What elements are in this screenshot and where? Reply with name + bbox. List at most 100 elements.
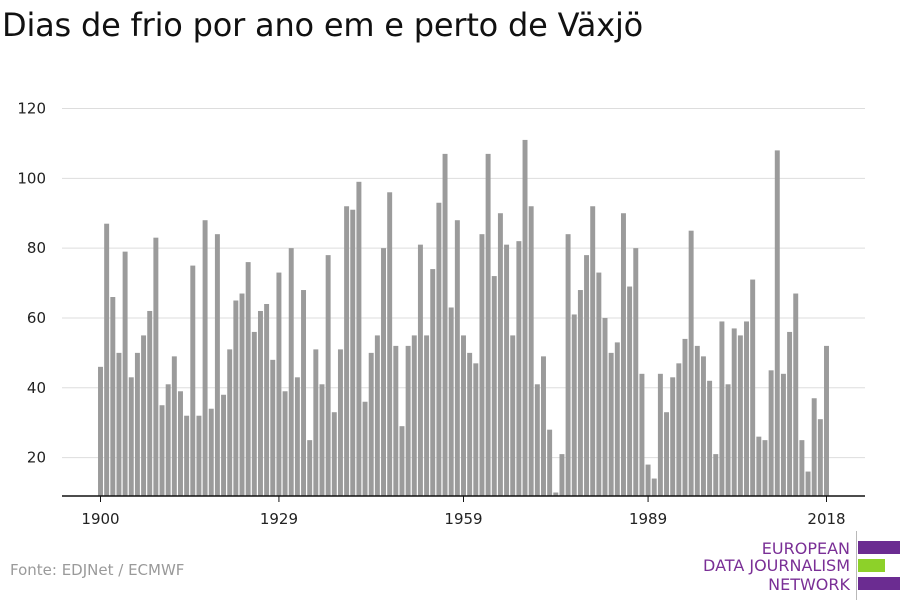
bar-1972 bbox=[541, 356, 546, 496]
bar-1968 bbox=[516, 241, 522, 496]
bar-1932 bbox=[294, 377, 300, 496]
bar-1907 bbox=[141, 335, 147, 496]
bar-2005 bbox=[744, 321, 749, 496]
bar-1942 bbox=[356, 181, 362, 497]
bar-1997 bbox=[694, 345, 700, 496]
bar-1935 bbox=[313, 349, 319, 496]
bar-1958 bbox=[454, 220, 460, 496]
bar-2018 bbox=[824, 345, 829, 496]
bar-1917 bbox=[202, 220, 208, 496]
bar-1999 bbox=[707, 380, 713, 496]
bar-1943 bbox=[362, 401, 368, 496]
bar-1936 bbox=[319, 384, 325, 496]
bar-1990 bbox=[651, 478, 657, 496]
y-tick-label-80: 80 bbox=[27, 239, 46, 257]
bar-1933 bbox=[301, 290, 307, 496]
bar-1992 bbox=[664, 412, 670, 496]
bar-2010 bbox=[774, 150, 780, 496]
bar-1979 bbox=[584, 255, 590, 496]
bar-1969 bbox=[522, 139, 528, 496]
bar-1902 bbox=[110, 297, 116, 496]
bar-1975 bbox=[559, 454, 565, 496]
bar-1980 bbox=[590, 206, 596, 496]
bar-2012 bbox=[787, 331, 793, 496]
bar-2017 bbox=[817, 419, 823, 496]
bar-1928 bbox=[270, 359, 276, 496]
chart-title: Dias de frio por ano em e perto de Växjö bbox=[2, 6, 644, 44]
bar-1983 bbox=[608, 352, 614, 496]
bar-1916 bbox=[196, 415, 202, 496]
bar-2007 bbox=[756, 436, 762, 496]
bar-1989 bbox=[645, 464, 651, 496]
bar-1988 bbox=[639, 373, 645, 496]
bar-1909 bbox=[153, 237, 159, 496]
bar-1982 bbox=[602, 317, 608, 496]
x-tick-label-1989: 1989 bbox=[629, 510, 667, 528]
bar-1937 bbox=[325, 255, 331, 496]
bar-1926 bbox=[257, 310, 263, 496]
bar-2004 bbox=[737, 335, 743, 496]
bar-2008 bbox=[762, 440, 768, 496]
bar-1944 bbox=[368, 352, 374, 496]
bar-1949 bbox=[399, 426, 405, 496]
bar-1903 bbox=[116, 352, 122, 496]
bar-1978 bbox=[577, 290, 583, 496]
y-axis: 20 40 60 80 100 120 bbox=[17, 100, 46, 467]
bar-1939 bbox=[337, 349, 343, 496]
logo-bar-purple-bottom bbox=[858, 577, 900, 590]
bar-1908 bbox=[147, 310, 153, 496]
y-tick-label-20: 20 bbox=[27, 449, 46, 467]
bar-1986 bbox=[627, 286, 633, 496]
x-tick-label-1900: 1900 bbox=[81, 510, 119, 528]
bar-1915 bbox=[190, 265, 196, 496]
bar-1906 bbox=[134, 352, 140, 496]
y-tick-label-60: 60 bbox=[27, 309, 46, 327]
bar-1940 bbox=[344, 206, 350, 496]
bar-1987 bbox=[633, 248, 639, 496]
logo-divider bbox=[856, 531, 857, 600]
bar-1948 bbox=[393, 345, 399, 496]
bar-1900 bbox=[98, 366, 103, 496]
bar-1996 bbox=[688, 230, 694, 496]
bar-1961 bbox=[473, 363, 479, 496]
y-tick-label-40: 40 bbox=[27, 379, 46, 397]
bar-1925 bbox=[251, 331, 257, 496]
bar-1973 bbox=[547, 429, 553, 496]
x-tick-label-2018: 2018 bbox=[807, 510, 845, 528]
bar-1971 bbox=[534, 384, 540, 496]
bar-1920 bbox=[221, 394, 227, 496]
bar-1911 bbox=[165, 384, 171, 496]
bar-1991 bbox=[657, 373, 663, 496]
bar-1923 bbox=[239, 293, 245, 496]
bar-1938 bbox=[331, 412, 337, 496]
bar-1941 bbox=[350, 209, 356, 496]
x-tick-label-1959: 1959 bbox=[444, 510, 482, 528]
bar-1965 bbox=[497, 213, 503, 496]
bar-1970 bbox=[528, 206, 534, 496]
bar-1956 bbox=[442, 153, 448, 497]
y-tick-label-120: 120 bbox=[17, 100, 46, 118]
bar-1929 bbox=[276, 272, 282, 496]
bars bbox=[98, 139, 829, 497]
bar-1951 bbox=[411, 335, 417, 496]
bar-1904 bbox=[122, 251, 128, 496]
bar-2000 bbox=[713, 454, 719, 496]
bar-1901 bbox=[104, 223, 110, 496]
bar-1922 bbox=[233, 300, 239, 496]
logo-bar-green bbox=[858, 559, 885, 572]
bar-1974 bbox=[553, 492, 559, 496]
bar-1912 bbox=[171, 356, 177, 496]
bar-1960 bbox=[467, 352, 473, 496]
bar-1957 bbox=[448, 307, 454, 496]
bar-1998 bbox=[700, 356, 706, 496]
bar-1910 bbox=[159, 405, 165, 496]
bar-2013 bbox=[793, 293, 799, 496]
bar-1964 bbox=[491, 276, 497, 496]
bar-2009 bbox=[768, 370, 774, 496]
bar-2002 bbox=[725, 384, 731, 496]
bar-1955 bbox=[436, 202, 442, 496]
bar-1947 bbox=[387, 192, 393, 496]
logo-line-3: NETWORK bbox=[768, 575, 850, 594]
bar-1919 bbox=[214, 234, 220, 497]
bar-2014 bbox=[799, 440, 805, 496]
